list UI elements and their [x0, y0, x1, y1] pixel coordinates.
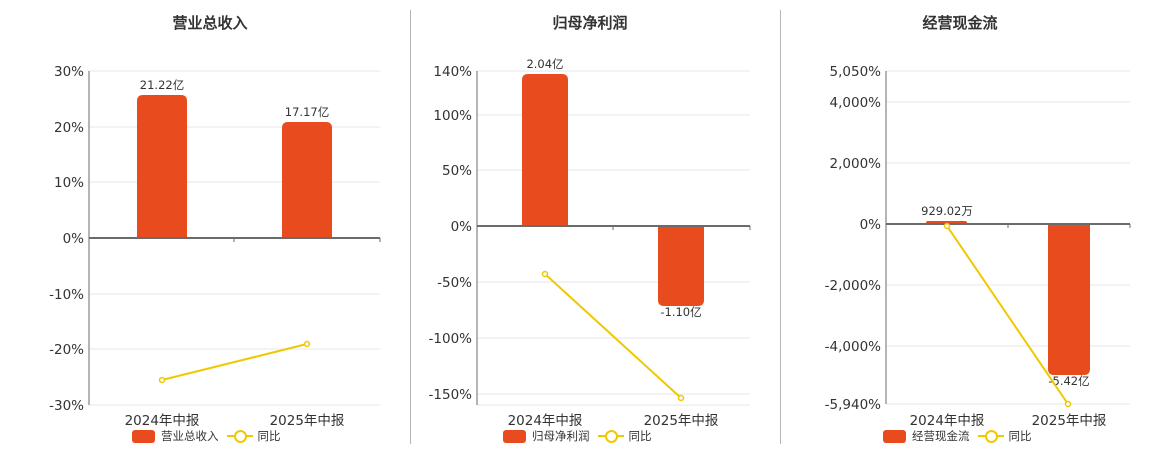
svg-text:-100%: -100% [429, 331, 473, 347]
svg-text:0%: 0% [451, 219, 473, 235]
yoy-line-series [158, 340, 311, 384]
x-tick: 2025年中报 [270, 413, 345, 429]
legend-bar-swatch[interactable] [132, 429, 155, 443]
y-axis-ticks: 5,050% 4,000% 2,000% 0% -2,000% -4,000% … [825, 64, 882, 413]
chart-plot: 140% 100% 50% 0% -50% -100% -150% 2.04亿 … [429, 57, 751, 429]
bar-label: 17.17亿 [285, 105, 329, 119]
svg-text:30%: 30% [54, 64, 84, 80]
legend-bar-label[interactable]: 归母净利润 [532, 429, 590, 443]
panel-divider-1 [410, 10, 411, 444]
svg-text:-20%: -20% [49, 342, 84, 358]
bar-series [926, 221, 1090, 375]
svg-text:50%: 50% [442, 163, 472, 179]
yoy-point[interactable] [158, 376, 166, 384]
svg-text:0%: 0% [63, 231, 85, 247]
chart-title: 归母净利润 [552, 14, 628, 32]
x-tick: 2025年中报 [1032, 413, 1107, 429]
bar-series [522, 74, 704, 306]
bar-label: -5.42亿 [1048, 374, 1089, 388]
bar-label: 21.22亿 [140, 78, 184, 92]
x-tick: 2024年中报 [910, 413, 985, 429]
bar-2025[interactable] [658, 226, 704, 306]
bar-series [137, 95, 332, 238]
legend-line-icon[interactable] [597, 429, 624, 443]
legend-bar-label[interactable]: 营业总收入 [161, 429, 219, 443]
svg-text:-4,000%: -4,000% [825, 339, 882, 355]
legend-bar-label[interactable]: 经营现金流 [912, 429, 970, 443]
yoy-line-series [943, 222, 1072, 408]
bar-2024[interactable] [522, 74, 568, 226]
chart-title: 营业总收入 [172, 14, 248, 32]
bar-2025[interactable] [282, 122, 332, 238]
chart-plot: 5,050% 4,000% 2,000% 0% -2,000% -4,000% … [825, 64, 1131, 429]
legend: 营业总收入 同比 [132, 427, 281, 445]
svg-text:0%: 0% [860, 217, 882, 233]
legend-line-label[interactable]: 同比 [257, 429, 281, 443]
chart-title: 经营现金流 [922, 14, 998, 32]
svg-text:2,000%: 2,000% [830, 156, 882, 172]
bar-label: 2.04亿 [526, 57, 563, 71]
chart-net-profit: 归母净利润 140% 100% 50% 0% -50% -100% -150% [411, 0, 780, 450]
legend-line-label[interactable]: 同比 [1008, 429, 1032, 443]
yoy-point[interactable] [677, 394, 685, 402]
svg-text:-10%: -10% [49, 287, 84, 303]
legend: 归母净利润 同比 [503, 427, 652, 445]
y-axis-ticks: 30% 20% 10% 0% -10% -20% -30% [49, 64, 84, 414]
legend-line-label[interactable]: 同比 [628, 429, 652, 443]
svg-text:4,000%: 4,000% [830, 95, 882, 111]
x-tick: 2025年中报 [644, 413, 719, 429]
yoy-line-series [541, 270, 685, 402]
legend: 经营现金流 同比 [883, 427, 1032, 445]
svg-text:10%: 10% [54, 175, 84, 191]
legend-bar-swatch[interactable] [883, 429, 906, 443]
svg-text:-30%: -30% [49, 398, 84, 414]
bar-2024[interactable] [137, 95, 187, 238]
y-axis-ticks: 140% 100% 50% 0% -50% -100% -150% [429, 64, 473, 403]
svg-text:-5,940%: -5,940% [825, 397, 882, 413]
chart-plot: 30% 20% 10% 0% -10% -20% -30% 21.22亿 17.… [49, 64, 381, 429]
svg-text:20%: 20% [54, 120, 84, 136]
svg-text:-150%: -150% [429, 387, 473, 403]
x-tick: 2024年中报 [508, 413, 583, 429]
yoy-point[interactable] [541, 270, 549, 278]
legend-line-icon[interactable] [977, 429, 1004, 443]
svg-text:100%: 100% [433, 108, 472, 124]
gridlines [477, 70, 750, 406]
legend-line-icon[interactable] [226, 429, 253, 443]
bar-2025[interactable] [1048, 224, 1090, 375]
bar-label: -1.10亿 [660, 305, 701, 319]
svg-text:140%: 140% [433, 64, 472, 80]
gridlines [886, 70, 1130, 405]
svg-text:5,050%: 5,050% [830, 64, 882, 80]
yoy-point[interactable] [943, 222, 951, 230]
chart-revenue: 营业总收入 30% 20% 10% 0% -10% -20% -30% [0, 0, 410, 450]
legend-bar-swatch[interactable] [503, 429, 526, 443]
yoy-point[interactable] [303, 340, 311, 348]
yoy-point[interactable] [1064, 400, 1072, 408]
chart-operating-cashflow: 经营现金流 5,050% 4,000% 2,000% 0% -2,000% -4… [781, 0, 1160, 450]
x-tick: 2024年中报 [125, 413, 200, 429]
bar-label: 929.02万 [921, 204, 973, 218]
svg-text:-2,000%: -2,000% [825, 278, 882, 294]
panel-divider-2 [780, 10, 781, 444]
svg-text:-50%: -50% [437, 275, 472, 291]
